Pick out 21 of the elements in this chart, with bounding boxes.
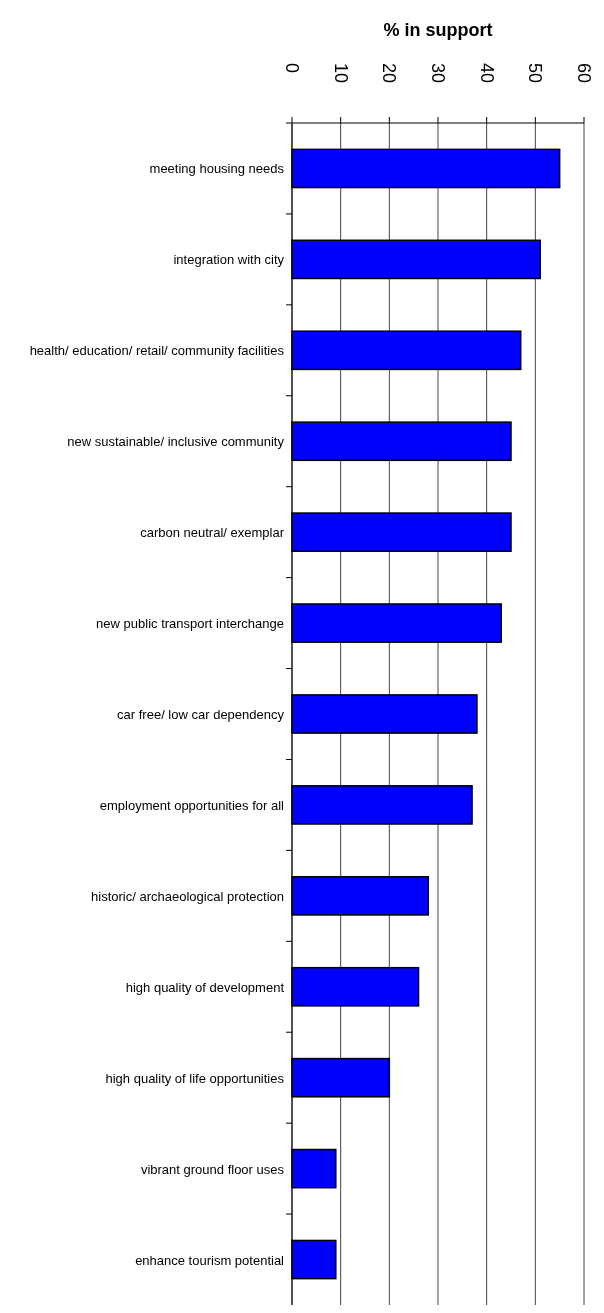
y-tick-label: historic/ archaeological protection xyxy=(91,888,284,904)
y-tick-label: carbon neutral/ exemplar xyxy=(140,524,285,540)
y-tick-label: integration with city xyxy=(173,251,285,267)
x-tick-label: 50 xyxy=(525,63,546,84)
y-tick-label: health/ education/ retail/ community facilities xyxy=(29,342,285,358)
y-tick-label: meeting housing needs xyxy=(149,160,285,176)
x-tick-label: 40 xyxy=(476,63,497,84)
chart-title: % in support xyxy=(383,20,493,40)
x-tick-label: 30 xyxy=(428,63,448,84)
y-tick-label: employment opportunities for all xyxy=(99,797,285,813)
y-tick-label: high quality of life opportunities xyxy=(105,1070,285,1086)
x-tick-label: 10 xyxy=(330,63,351,84)
y-tick-label: vibrant ground floor uses xyxy=(140,1161,285,1177)
y-tick-label: high quality of development xyxy=(125,979,285,995)
x-tick-label: 0 xyxy=(282,63,302,74)
x-tick-label: 20 xyxy=(379,63,400,84)
y-tick-label: new sustainable/ inclusive community xyxy=(67,433,285,449)
y-tick-label: enhance tourism potential xyxy=(135,1252,285,1268)
x-tick-label: 60 xyxy=(574,63,594,84)
y-tick-label: car free/ low car dependency xyxy=(117,706,285,722)
y-tick-label: new public transport interchange xyxy=(96,615,284,631)
